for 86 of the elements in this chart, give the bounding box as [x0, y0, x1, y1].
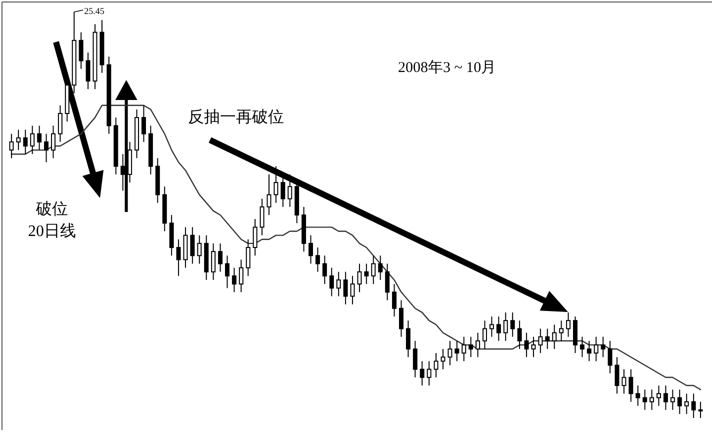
- candlestick: [489, 316, 494, 338]
- candlestick: [691, 393, 696, 418]
- candlestick: [510, 312, 515, 338]
- candlestick: [315, 246, 320, 272]
- candlestick: [357, 263, 362, 293]
- candlestick: [636, 385, 640, 406]
- annotation: 2008年3 ~ 10月: [398, 59, 496, 76]
- candlestick: [496, 316, 501, 342]
- candlestick: [524, 332, 529, 358]
- candlestick: [343, 271, 348, 305]
- candlestick: [238, 259, 244, 293]
- candlestick: [663, 385, 668, 410]
- candlestick: [586, 340, 592, 362]
- candlestick: [503, 312, 508, 342]
- candlestick: [392, 284, 397, 317]
- candlestick: [698, 401, 703, 418]
- candlestick: [252, 218, 258, 256]
- candlestick: [412, 340, 418, 378]
- candlestick: [218, 242, 223, 272]
- candlestick: [336, 271, 341, 297]
- candlestick: [559, 320, 564, 342]
- candlestick: [684, 393, 689, 414]
- candlestick: [190, 226, 195, 264]
- annotation: 反抽一再破位: [188, 108, 284, 126]
- candlestick: [642, 389, 648, 410]
- candlestick: [448, 340, 452, 366]
- candlestick: [677, 389, 682, 414]
- candlestick: [30, 125, 35, 155]
- candlestick: [329, 267, 334, 297]
- candlestick: [385, 263, 390, 301]
- candlestick: [58, 104, 62, 142]
- candlestick: [440, 348, 446, 370]
- candlestick: [670, 389, 675, 410]
- candlestick: [378, 255, 383, 280]
- candlestick: [260, 198, 264, 236]
- candlestick: [44, 133, 49, 163]
- candlestick: [308, 234, 313, 264]
- candlestick: [545, 328, 550, 350]
- candlestick: [288, 174, 292, 208]
- candlestick: [426, 360, 432, 386]
- candlestick: [120, 154, 126, 192]
- candlestick: [78, 32, 84, 70]
- candlestick: [232, 267, 236, 293]
- candlestick: [266, 174, 272, 216]
- candlestick: [371, 255, 376, 285]
- candlestick: [434, 352, 438, 378]
- candlestick: [176, 238, 181, 276]
- candlestick: [580, 336, 584, 358]
- candlestick: [86, 52, 90, 90]
- candlestick: [406, 320, 410, 358]
- candlestick: [482, 320, 487, 350]
- candlestick: [538, 328, 543, 354]
- candlestick: [462, 336, 466, 362]
- candlestick: [650, 389, 654, 410]
- candlestick: [622, 368, 626, 394]
- candlestick: [364, 263, 369, 285]
- candlestick: [476, 332, 480, 358]
- annotation: 25.45: [84, 6, 105, 16]
- candlestick: [628, 368, 634, 402]
- candlestick: [531, 336, 536, 358]
- candlestick: [552, 324, 557, 350]
- candlestick: [468, 336, 474, 358]
- candlestick: [274, 166, 278, 204]
- candlestick: [322, 255, 327, 285]
- candlestick: [608, 340, 612, 374]
- candlestick: [9, 133, 14, 159]
- candlestick: [600, 336, 606, 358]
- candlestick: [399, 300, 404, 338]
- candlestick: [420, 360, 424, 386]
- candlestick: [141, 104, 146, 142]
- candlestick: [614, 356, 620, 394]
- candlestick: [594, 336, 598, 362]
- candlestick: [37, 125, 42, 151]
- candlestick: [246, 238, 250, 276]
- candlestick: [225, 255, 230, 289]
- candlestick: [211, 242, 216, 280]
- candlestick: [51, 125, 56, 159]
- annotation: 破位 20日线: [28, 200, 76, 240]
- candlestick: [454, 340, 460, 362]
- candlestick: [656, 385, 661, 406]
- candlestick: [517, 320, 522, 350]
- candlestick: [197, 234, 202, 264]
- candlestick: [23, 129, 28, 155]
- candlestick: [566, 312, 571, 338]
- candlestick: [350, 275, 355, 305]
- candlestick: [16, 129, 21, 151]
